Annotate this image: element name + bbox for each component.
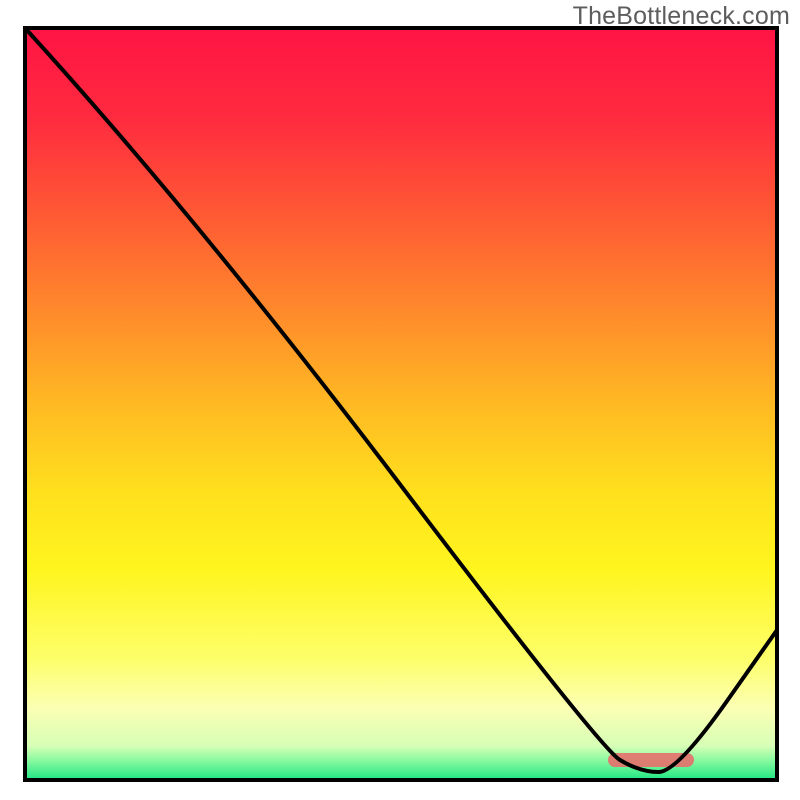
bottleneck-curve-chart (0, 0, 800, 800)
gradient-background (25, 28, 777, 780)
watermark-text: TheBottleneck.com (573, 2, 790, 31)
chart-container: TheBottleneck.com (0, 0, 800, 800)
plot-area (25, 28, 777, 780)
